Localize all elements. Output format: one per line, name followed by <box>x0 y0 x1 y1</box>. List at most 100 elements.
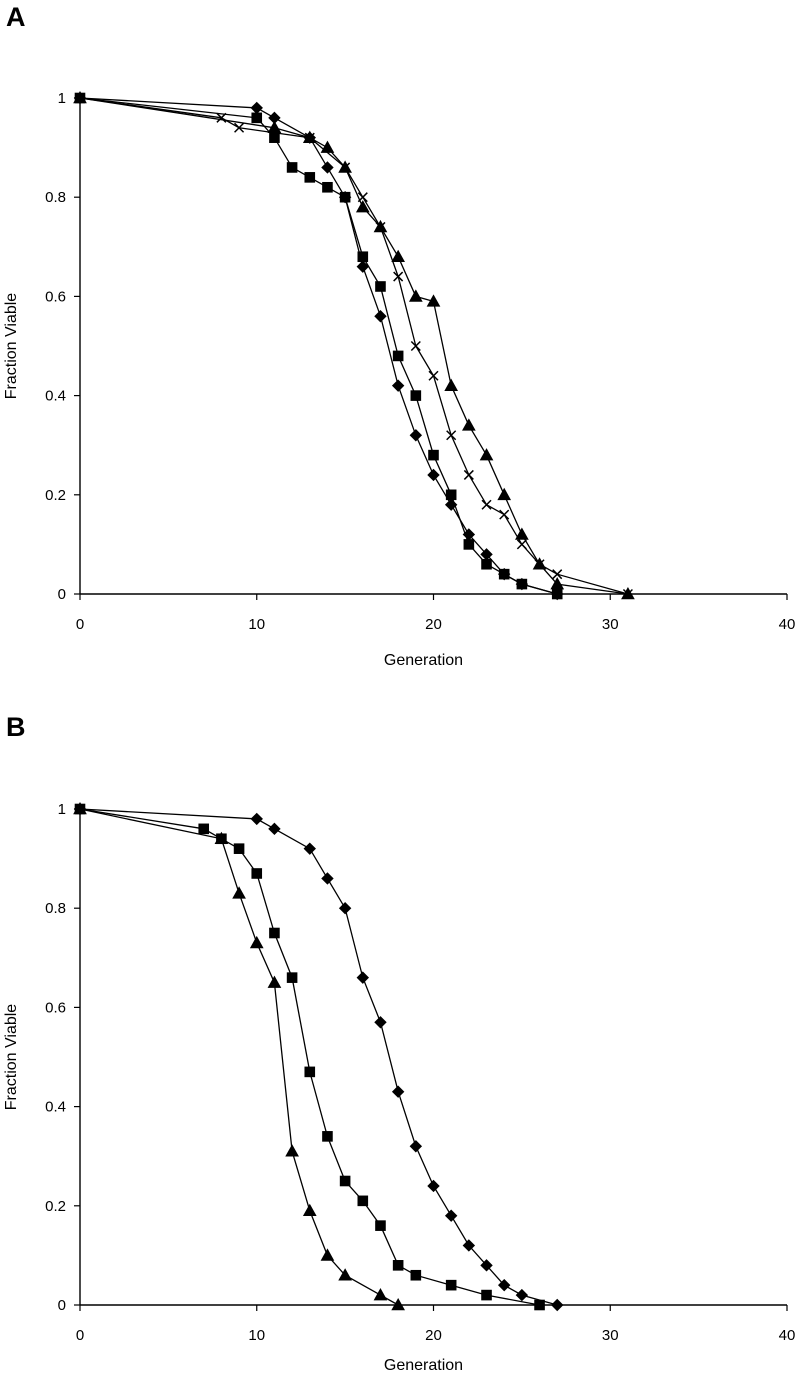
panel-a-point-triangle <box>462 418 476 431</box>
panel-a-series-line-x <box>79 97 629 595</box>
panel-b-point-square <box>410 1269 422 1281</box>
panel-b-point-triangle <box>391 1297 405 1311</box>
panel-a-point-square <box>357 251 369 263</box>
panel-label-a: A <box>6 2 26 32</box>
panel-a-point-square <box>551 588 563 600</box>
panel-a-y-tick-label: 0.6 <box>45 288 66 305</box>
panel-a-series-line-diamond <box>79 97 558 595</box>
panel-b-point-triangle <box>302 1203 317 1217</box>
panel-a-point-x <box>357 192 368 203</box>
panel-b-series-line-triangle <box>79 808 399 1306</box>
panel-b-point-diamond <box>462 1239 476 1252</box>
panel-a-point-triangle <box>444 378 459 391</box>
panel-b-point-diamond <box>391 1085 405 1098</box>
panel-b-point-diamond <box>338 901 352 915</box>
panel-b-point-square <box>233 843 245 854</box>
panel-b-x-tick-label: 40 <box>779 1327 796 1344</box>
panel-a-point-x <box>428 370 439 381</box>
panel-a-point-diamond <box>374 310 387 323</box>
panel-a-x-tick-label: 30 <box>602 616 619 633</box>
panel-a-series-line-triangle <box>79 97 628 595</box>
panel-a-point-triangle <box>391 249 405 263</box>
panel-b-y-tick-label: 0 <box>58 1297 66 1314</box>
panel-a-point-triangle <box>497 487 512 501</box>
panel-a-x-tick-label: 10 <box>248 616 265 633</box>
panel-a-point-x <box>410 340 421 352</box>
panel-a-point-x <box>481 499 492 510</box>
panel-b-point-square <box>304 1066 316 1078</box>
chart-panel-b: 00.20.40.60.810 10 20 30 40GenerationFractio… <box>3 801 796 1374</box>
panel-a-point-x <box>516 539 527 550</box>
panel-b-point-diamond <box>409 1140 423 1153</box>
panel-a-point-square <box>251 112 263 124</box>
panel-b-point-diamond <box>551 1298 564 1312</box>
panel-a-point-triangle <box>320 140 335 153</box>
panel-a-point-square <box>410 390 422 401</box>
panel-b-point-square <box>286 972 298 983</box>
panel-a-point-square <box>463 539 475 550</box>
panel-a-point-x <box>340 162 351 173</box>
panel-a-series-diamond <box>73 91 564 601</box>
panel-b-point-triangle <box>214 831 229 845</box>
panel-a-point-x <box>393 271 404 282</box>
panel-b-point-triangle <box>267 975 282 988</box>
panel-a-x-tick-label: 0 <box>76 616 84 633</box>
panel-a-point-square <box>516 578 528 590</box>
panel-a-point-square <box>481 558 492 570</box>
panel-b-point-diamond <box>356 971 370 984</box>
panel-a-point-x <box>216 112 227 123</box>
panel-a-point-square <box>322 181 333 193</box>
panel-a-point-square <box>375 281 386 292</box>
panel-b-series-square <box>74 803 545 1311</box>
panel-a-point-x <box>499 509 510 520</box>
panel-b-series-triangle <box>73 801 405 1311</box>
panel-a-point-x <box>74 92 86 104</box>
panel-a-series-square <box>74 92 563 600</box>
panel-b-point-square <box>322 1131 333 1142</box>
panel-b-point-triangle <box>249 935 264 949</box>
panel-b-point-triangle <box>338 1268 352 1281</box>
panel-a-point-triangle <box>355 200 370 213</box>
panel-a-x-axis-label: Generation <box>384 652 463 669</box>
panel-b-y-tick-label: 0.2 <box>45 1198 66 1215</box>
panel-a-point-square <box>269 132 280 143</box>
panel-a-point-diamond <box>250 101 263 115</box>
panel-a-point-square <box>498 568 510 580</box>
panel-b-point-square <box>534 1299 545 1311</box>
panel-b-point-triangle <box>320 1248 335 1261</box>
panel-a-point-x <box>463 469 474 480</box>
panel-b-point-diamond <box>250 812 263 826</box>
panel-b-point-diamond <box>444 1209 458 1222</box>
panel-b-x-tick-label: 0 <box>76 1327 84 1344</box>
panel-a-point-triangle <box>479 448 494 461</box>
panel-b-series-line-square <box>79 808 540 1306</box>
panel-a-point-diamond <box>427 468 440 482</box>
panel-b-point-triangle <box>232 886 246 899</box>
panel-a-y-tick-label: 1 <box>58 90 66 107</box>
panel-label-b: B <box>6 712 26 742</box>
panel-a-point-square <box>304 172 316 183</box>
panel-a-point-square <box>339 191 351 203</box>
panel-a-point-diamond <box>409 429 423 442</box>
panel-a-point-diamond <box>356 260 370 273</box>
panel-b-point-diamond <box>515 1288 529 1302</box>
panel-b-point-triangle <box>285 1144 299 1157</box>
panel-b-y-tick-label: 0.8 <box>45 900 66 917</box>
panel-b-point-diamond <box>374 1016 387 1029</box>
panel-b-point-diamond <box>497 1278 511 1292</box>
panel-a-series-triangle <box>73 90 635 600</box>
panel-a-point-x <box>534 559 545 570</box>
panel-b-point-triangle <box>73 801 87 815</box>
panel-b-y-tick-label: 0.6 <box>45 999 66 1016</box>
panel-b-point-square <box>392 1260 404 1271</box>
panel-a-y-tick-label: 0.8 <box>45 189 66 206</box>
panel-b-point-triangle <box>373 1288 388 1301</box>
panel-a-point-x <box>552 569 563 580</box>
panel-b-point-square <box>445 1279 457 1291</box>
panel-b-point-square <box>375 1220 386 1231</box>
panel-a-y-tick-label: 0.2 <box>45 487 66 504</box>
panel-a-point-x <box>622 588 633 600</box>
panel-b-x-tick-label: 10 <box>248 1327 265 1344</box>
panel-a-x-tick-label: 40 <box>779 616 796 633</box>
panel-a-y-tick-label: 0.4 <box>45 388 66 405</box>
